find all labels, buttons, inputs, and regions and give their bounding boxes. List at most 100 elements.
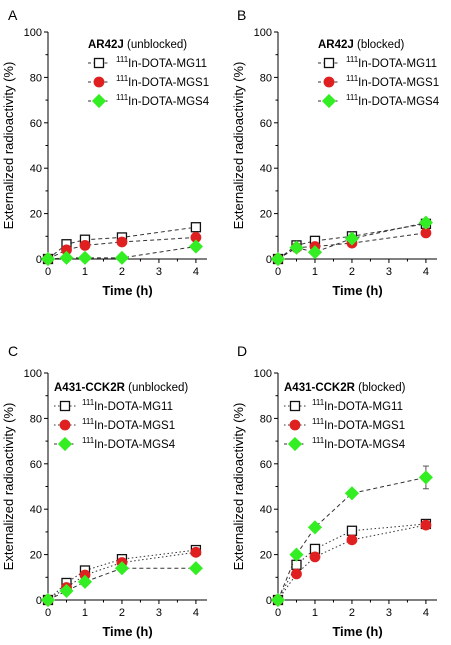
legend-entry: 111In-DOTA-MG11	[284, 398, 403, 413]
x-tick-label: 3	[156, 266, 162, 278]
data-point	[307, 520, 323, 535]
y-tick-label: 100	[24, 27, 42, 39]
y-tick-label: 40	[260, 163, 272, 175]
legend-label-sup: 111	[346, 93, 359, 102]
x-tick-label: 4	[193, 266, 199, 278]
panel-title-bold: A431-CCK2R	[54, 382, 126, 394]
x-tick-label: 0	[45, 607, 51, 619]
data-point	[77, 250, 93, 265]
x-tick-label: 3	[156, 607, 162, 619]
data-point	[79, 239, 91, 251]
x-tick-label: 2	[119, 266, 125, 278]
series-green-diamond	[270, 465, 433, 608]
panel-title: A431-CCK2R (blocked)	[284, 382, 406, 394]
legend-label-sup: 111	[82, 436, 95, 445]
legend-label-sup: 111	[312, 398, 325, 407]
legend-label-sup: 111	[116, 74, 129, 83]
series-green-diamond	[40, 561, 203, 608]
data-point	[309, 551, 321, 563]
y-tick-label: 60	[30, 118, 42, 130]
x-tick-label: 0	[275, 607, 281, 619]
x-axis-label: Time (h)	[102, 283, 152, 298]
legend-label: 111In-DOTA-MGS4	[116, 93, 210, 108]
data-point	[77, 574, 93, 589]
panel-title-rest: (unblocked)	[125, 382, 188, 394]
legend-entry: 111In-DOTA-MG11	[54, 398, 173, 413]
legend-label-sup: 111	[116, 55, 129, 64]
legend-marker	[93, 57, 105, 69]
legend-entry: 111In-DOTA-MGS1	[318, 74, 439, 89]
legend-label-sup: 111	[346, 55, 359, 64]
series-green-diamond	[40, 239, 203, 267]
legend-label: 111In-DOTA-MGS4	[346, 93, 440, 108]
x-tick-label: 3	[386, 607, 392, 619]
data-point	[188, 561, 203, 576]
data-point	[289, 240, 304, 255]
series-line	[47, 549, 196, 601]
data-point	[59, 250, 74, 265]
legend-label-name: In-DOTA-MGS4	[128, 96, 210, 108]
data-point	[346, 534, 358, 546]
legend-label-sup: 111	[82, 398, 95, 407]
legend-marker	[287, 436, 303, 452]
x-tick-label: 1	[82, 607, 88, 619]
series-open-square	[272, 518, 432, 606]
data-point	[59, 583, 74, 598]
panel-title-rest: (unblocked)	[124, 39, 187, 51]
y-axis-label: Externalized radioactivity (%)	[1, 403, 16, 571]
legend-label-name: In-DOTA-MGS4	[324, 439, 406, 451]
panel-letter: A	[8, 7, 18, 23]
y-tick-label: 20	[260, 550, 272, 562]
y-tick-label: 100	[254, 27, 272, 39]
data-point	[40, 592, 56, 608]
y-axis-label: Externalized radioactivity (%)	[231, 62, 246, 230]
data-point	[418, 470, 433, 485]
legend-marker	[59, 400, 71, 412]
x-tick-label: 0	[45, 266, 51, 278]
y-tick-label: 0	[36, 254, 42, 266]
data-point	[344, 231, 360, 246]
legend-entry: 111In-DOTA-MGS4	[284, 436, 406, 452]
legend-entry: 111In-DOTA-MG11	[88, 55, 207, 70]
data-point	[40, 251, 56, 267]
y-tick-label: 80	[260, 413, 272, 425]
y-tick-label: 20	[260, 209, 272, 221]
legend-label-name: In-DOTA-MG11	[358, 58, 437, 70]
legend-marker	[289, 419, 301, 431]
series-line	[47, 567, 196, 601]
legend-label: 111In-DOTA-MGS1	[82, 417, 175, 432]
y-tick-label: 60	[260, 459, 272, 471]
panel-letter: D	[237, 343, 247, 359]
data-point	[190, 222, 202, 233]
x-tick-label: 0	[275, 266, 281, 278]
legend-label-name: In-DOTA-MGS1	[128, 77, 209, 89]
series-line	[47, 236, 196, 260]
data-point	[114, 250, 130, 265]
x-tick-label: 2	[349, 266, 355, 278]
legend-marker	[289, 400, 301, 412]
x-tick-label: 2	[349, 607, 355, 619]
legend-label: 111In-DOTA-MGS1	[346, 74, 439, 89]
y-tick-label: 80	[260, 72, 272, 84]
y-tick-label: 60	[30, 459, 42, 471]
data-point	[420, 519, 432, 531]
legend-marker	[321, 93, 337, 109]
data-point	[114, 561, 130, 576]
data-point	[270, 251, 286, 267]
x-tick-label: 1	[82, 266, 88, 278]
legend-entry: 111In-DOTA-MG11	[318, 55, 437, 70]
legend-label-sup: 111	[82, 417, 95, 426]
data-point	[190, 546, 202, 558]
legend-label: 111In-DOTA-MG11	[312, 398, 403, 413]
y-tick-label: 80	[30, 72, 42, 84]
data-point	[289, 547, 304, 562]
x-axis-label: Time (h)	[332, 624, 382, 639]
legend-label: 111In-DOTA-MGS1	[312, 417, 405, 432]
legend-marker	[91, 93, 107, 109]
y-tick-label: 20	[30, 550, 42, 562]
series-line	[277, 222, 427, 260]
x-tick-label: 2	[119, 607, 125, 619]
y-tick-label: 0	[36, 595, 42, 607]
